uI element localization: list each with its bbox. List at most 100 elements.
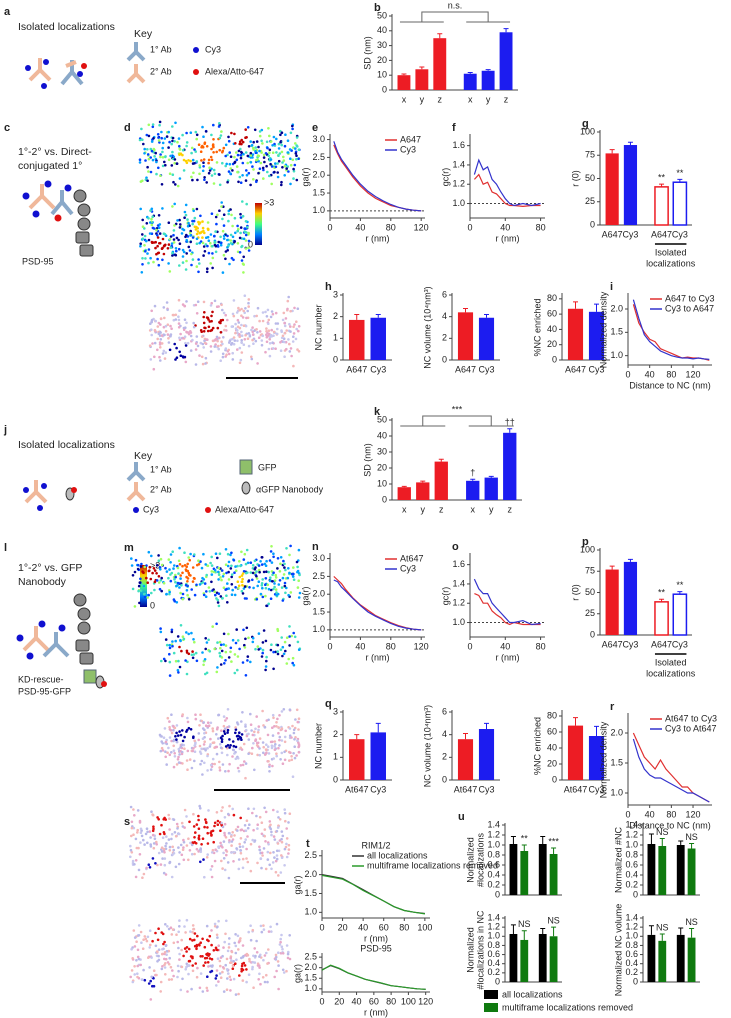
localization-dot [216,161,219,164]
localization-dot [139,161,142,164]
y-tick-label: 1.4 [625,819,638,829]
localization-dot [238,731,241,734]
localization-dot [199,713,202,716]
x-tick-label: A647 [651,229,672,239]
localization-dot [279,818,282,821]
localization-dot [281,586,284,589]
localization-dot [280,648,283,651]
localization-dot [276,650,279,653]
localization-dot [178,925,181,928]
localization-dot [179,177,182,180]
localization-dot [179,592,182,595]
localization-dot [145,594,148,597]
localization-dot [292,326,295,329]
annotation: ** [658,588,666,598]
localization-dot [245,848,248,851]
localization-dot [149,944,152,947]
localization-dot [169,349,172,352]
localization-dot [187,633,190,636]
localization-dot [139,578,142,581]
localization-dot [252,564,255,567]
localization-dot [154,342,157,345]
localization-dot [275,970,278,973]
localization-dot [150,310,153,313]
localization-dot [232,740,235,743]
localization-dot [202,664,205,667]
localization-dot [275,721,278,724]
bar [479,729,494,780]
localization-dot [183,169,186,172]
bar [520,940,528,982]
y-tick-label: 0 [382,494,387,504]
localization-dot [279,341,282,344]
localization-dot [285,827,288,830]
localization-dot [185,565,188,568]
localization-dot [246,549,249,552]
y-tick-label: 2.0 [304,869,317,879]
localization-dot [184,659,187,662]
localization-dot [190,349,193,352]
localization-dot [152,261,155,264]
localization-dot [232,964,235,967]
localization-dot [238,560,241,563]
localization-dot [181,134,184,137]
localization-dot [170,327,173,330]
annotation: ** [521,833,529,843]
localization-dot [201,955,204,958]
localization-dot [270,597,273,600]
localization-dot [174,755,177,758]
localization-dot [142,571,145,574]
localization-dot [206,316,209,319]
localization-dot [189,249,192,252]
localization-dot [146,827,149,830]
localization-dot [129,856,132,859]
y-axis-label: r (0) [570,170,580,187]
localization-dot [212,841,215,844]
localization-dot [221,955,224,958]
localization-dot [207,330,210,333]
localization-dot [258,564,261,567]
localization-dot [154,329,157,332]
localization-dot [246,835,249,838]
localization-dot [177,970,180,973]
localization-dot [239,237,242,240]
localization-dot [186,946,189,949]
panel-title: 1°-2° vs. GFP [18,562,82,574]
y-tick-label: 1.0 [487,931,500,941]
legend-label: Cy3 [400,563,416,573]
localization-dot [265,665,268,668]
localization-dot [132,833,135,836]
localization-dot [291,725,294,728]
localization-dot [261,833,264,836]
localization-dot [160,577,163,580]
localization-dot [262,976,265,979]
localization-dot [273,171,276,174]
localization-dot [240,551,243,554]
localization-dot [198,173,201,176]
localization-dot [178,148,181,151]
localization-dot [222,230,225,233]
localization-dot [287,821,290,824]
y-axis-label: NC number [313,304,323,350]
y-tick-label: 0.4 [487,869,500,879]
y-axis-label: %NC enriched [532,298,542,356]
localization-dot [230,234,233,237]
localization-dot [267,760,270,763]
localization-dot [262,649,265,652]
localization-dot [278,583,281,586]
x-tick-label: x [468,94,473,104]
localization-dot [245,857,248,860]
y-axis-label: Normalized [465,927,475,973]
bar [416,482,429,500]
localization-dot [150,976,153,979]
localization-dot [159,331,162,334]
localization-dot [193,326,196,329]
localization-dot [196,233,199,236]
localization-dot [173,652,176,655]
localization-dot [231,951,234,954]
localization-dot [139,841,142,844]
localization-dot [185,204,188,207]
localization-dot [223,662,226,665]
localization-dot [194,594,197,597]
localization-dot [168,591,171,594]
